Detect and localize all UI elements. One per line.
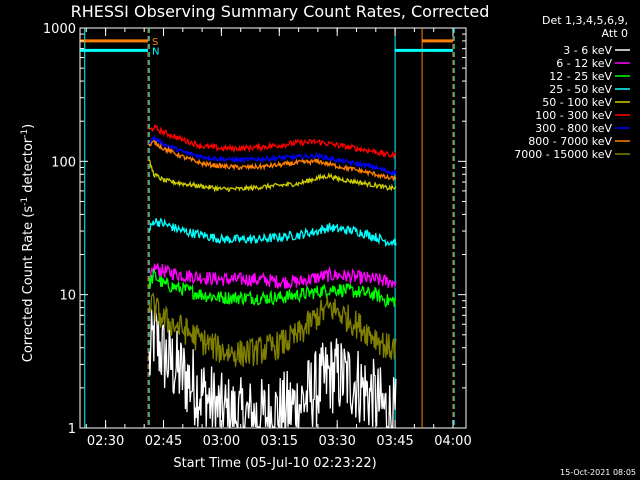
legend-label: 50 - 100 keV [542,96,612,109]
legend-label: 12 - 25 keV [549,70,612,83]
plot-frame [79,27,467,429]
series-line [148,159,397,193]
legend-label: 800 - 7000 keV [528,135,612,148]
x-tick-label: 04:00 [434,434,471,449]
legend-label: 3 - 6 keV [563,44,612,57]
series-line [148,134,397,177]
x-axis-ticks: 02:30 02:45 03:00 03:15 03:30 03:45 04:00 [85,28,472,449]
legend-label: 25 - 50 keV [549,83,612,96]
x-tick-label: 02:30 [87,434,124,449]
y-tick-label: 100 [51,155,76,170]
x-tick-label: 02:45 [145,434,182,449]
x-tick-label: 03:45 [376,434,413,449]
footer-timestamp: 15-Oct-2021 08:05 [560,468,636,477]
x-axis-label: Start Time (05-Jul-10 02:23:22) [173,456,376,471]
series-line [148,268,397,308]
flag-letter: S [152,37,158,48]
plot-area: SN 02:30 02:45 03:00 03:15 03:30 03:45 04:00 1… [43,22,472,449]
y-axis-ticks: 1 10 100 1000 [43,22,466,437]
x-tick-label: 03:15 [261,434,298,449]
x-tick-label: 03:00 [203,434,240,449]
legend-label: 7000 - 15000 keV [514,148,612,161]
data-series [148,124,397,428]
series-line [148,292,397,367]
series-line [148,124,397,159]
legend-header-line2: Att 0 [602,27,628,40]
legend-label: 100 - 300 keV [535,109,612,122]
flag-bars: SN [80,37,453,57]
series-line [148,139,397,181]
y-tick-label: 10 [59,289,76,304]
series-line [148,305,397,428]
chart-title: RHESSI Observing Summary Count Rates, Co… [71,2,490,21]
series-line [148,263,397,290]
y-tick-label: 1 [68,422,76,437]
y-tick-label: 1000 [43,22,76,37]
y-axis-label: Corrected Count Rate (s-1 detector-1) [20,124,36,362]
flag-letter: N [152,46,159,57]
series-line [148,217,397,248]
vertical-markers [84,28,455,428]
x-tick-label: 03:30 [318,434,355,449]
legend-label: 300 - 800 keV [535,122,612,135]
legend-header-line1: Det 1,3,4,5,6,9, [542,14,628,27]
legend-label: 6 - 12 keV [556,57,612,70]
